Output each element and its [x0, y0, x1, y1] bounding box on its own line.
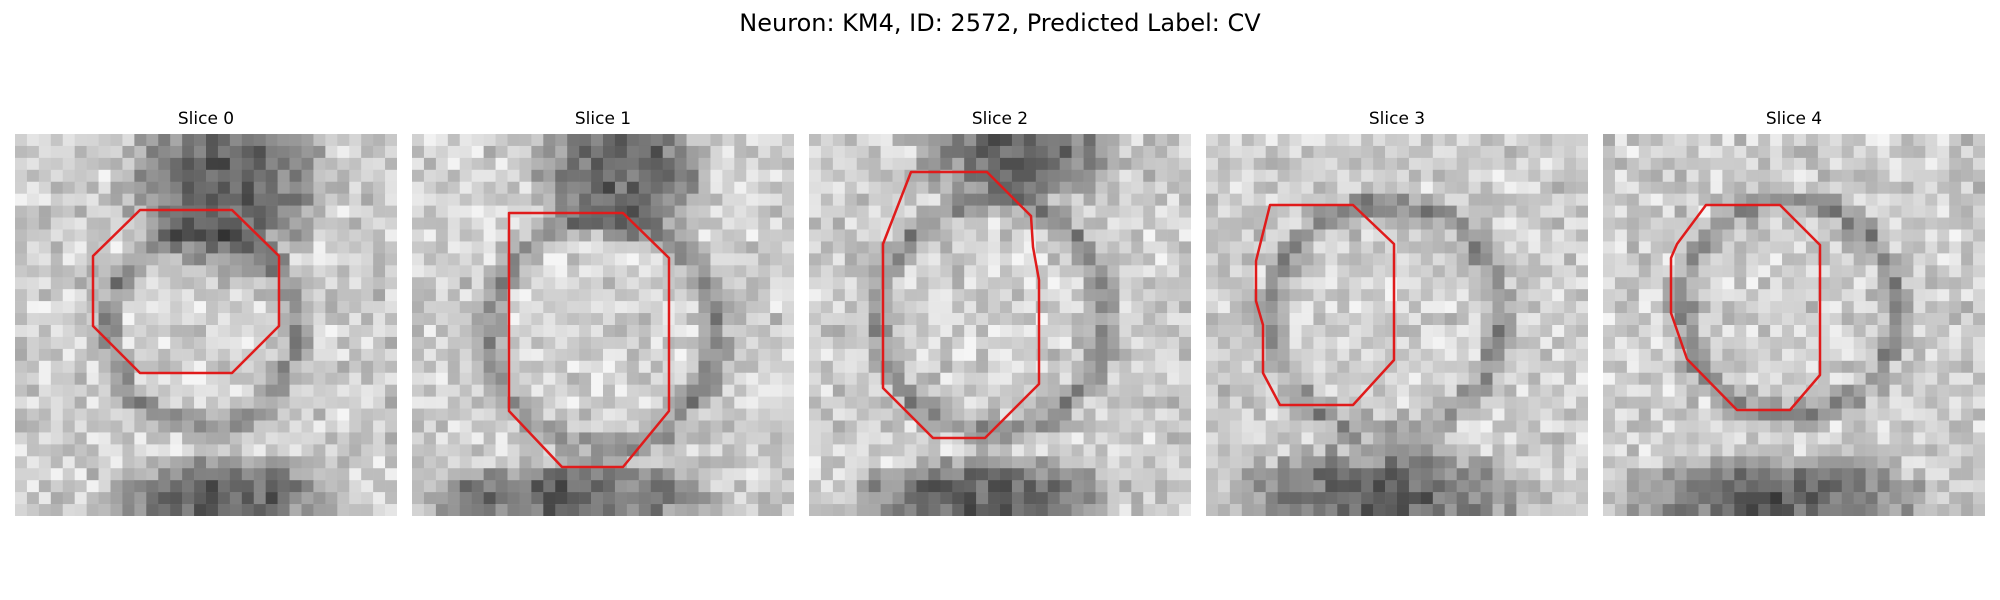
slice-image — [809, 134, 1191, 516]
slice-title: Slice 4 — [1765, 109, 1823, 129]
slice-image — [1603, 134, 1985, 516]
slice-panel-2: Slice 2 — [809, 106, 1191, 518]
contour-outline — [507, 211, 671, 469]
slice-title: Slice 3 — [1368, 109, 1426, 129]
contour-outline — [91, 208, 281, 375]
slice-image — [412, 134, 794, 516]
slice-panel-3: Slice 3 — [1206, 106, 1588, 518]
contour-outline — [881, 170, 1041, 440]
figure-title: Neuron: KM4, ID: 2572, Predicted Label: … — [739, 9, 1261, 37]
slice-panel-4: Slice 4 — [1603, 106, 1985, 518]
slice-image — [1206, 134, 1588, 516]
slice-image — [15, 134, 397, 516]
slice-title: Slice 2 — [971, 109, 1029, 129]
contour-outline — [1254, 203, 1396, 407]
slice-panel-1: Slice 1 — [412, 106, 794, 518]
slice-title: Slice 1 — [574, 109, 632, 129]
contour-outline — [1669, 203, 1822, 412]
slice-title: Slice 0 — [177, 109, 235, 129]
slice-panel-0: Slice 0 — [15, 106, 397, 518]
